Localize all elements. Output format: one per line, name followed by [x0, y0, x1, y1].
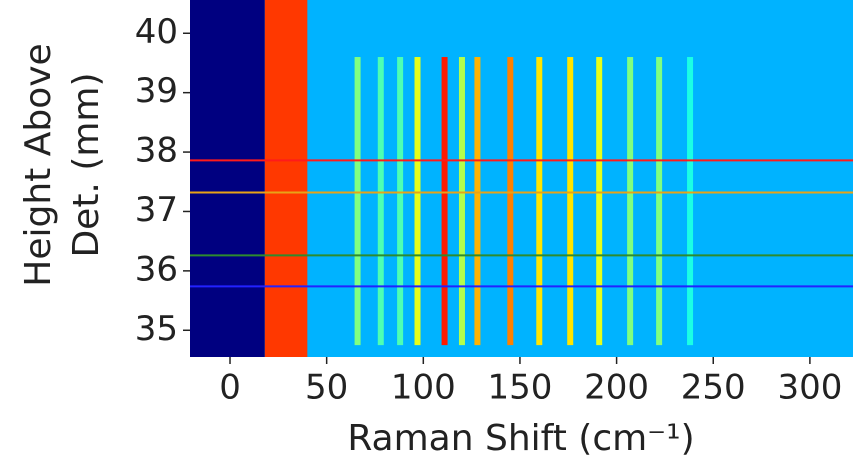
x-tick-label: 100 — [391, 368, 456, 408]
peak-stripe — [627, 57, 634, 346]
peak-stripe — [567, 57, 574, 346]
peak-stripe — [536, 57, 543, 346]
x-tick-label: 150 — [488, 368, 553, 408]
y-axis-label: Det. (mm) — [66, 72, 107, 257]
peak-stripe — [354, 57, 361, 346]
peak-stripe — [458, 57, 465, 346]
x-axis-label: Raman Shift (cm⁻¹) — [347, 418, 694, 459]
x-tick-label: 0 — [219, 368, 241, 408]
peak-stripe — [507, 57, 514, 346]
y-tick-label: 40 — [135, 12, 178, 52]
y-axis-label: Height Above — [18, 43, 59, 286]
peak-stripe — [441, 57, 448, 346]
peak-stripe — [397, 57, 404, 346]
peak-stripe — [474, 57, 481, 346]
x-tick-label: 50 — [305, 368, 348, 408]
y-tick-label: 38 — [135, 131, 178, 171]
peak-stripe — [656, 57, 663, 346]
x-tick-label: 250 — [681, 368, 746, 408]
x-tick-label: 300 — [777, 368, 842, 408]
signal-region — [264, 0, 854, 357]
x-tick-label: 200 — [584, 368, 649, 408]
edge-band — [264, 0, 308, 357]
y-tick-label: 36 — [135, 249, 178, 289]
peak-stripe — [414, 57, 421, 346]
peak-stripe — [687, 57, 694, 346]
y-tick-label: 35 — [135, 309, 178, 349]
peak-stripe — [377, 57, 384, 346]
peak-stripe — [596, 57, 603, 346]
y-tick-label: 39 — [135, 71, 178, 111]
y-tick-label: 37 — [135, 190, 178, 230]
